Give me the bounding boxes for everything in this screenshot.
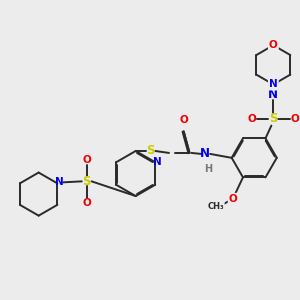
Text: N: N (153, 157, 161, 167)
Text: O: O (82, 198, 91, 208)
Text: CH₃: CH₃ (207, 202, 224, 211)
Text: H: H (204, 164, 212, 174)
Text: O: O (179, 115, 188, 124)
Text: S: S (82, 175, 91, 188)
Text: O: O (269, 40, 278, 50)
Text: O: O (290, 114, 299, 124)
Text: O: O (82, 155, 91, 165)
Text: N: N (268, 88, 278, 101)
Text: S: S (269, 112, 278, 125)
Text: N: N (55, 177, 64, 187)
Text: O: O (248, 114, 256, 124)
Text: O: O (229, 194, 238, 204)
Text: S: S (146, 145, 154, 158)
Text: N: N (269, 80, 278, 89)
Text: N: N (200, 147, 210, 161)
